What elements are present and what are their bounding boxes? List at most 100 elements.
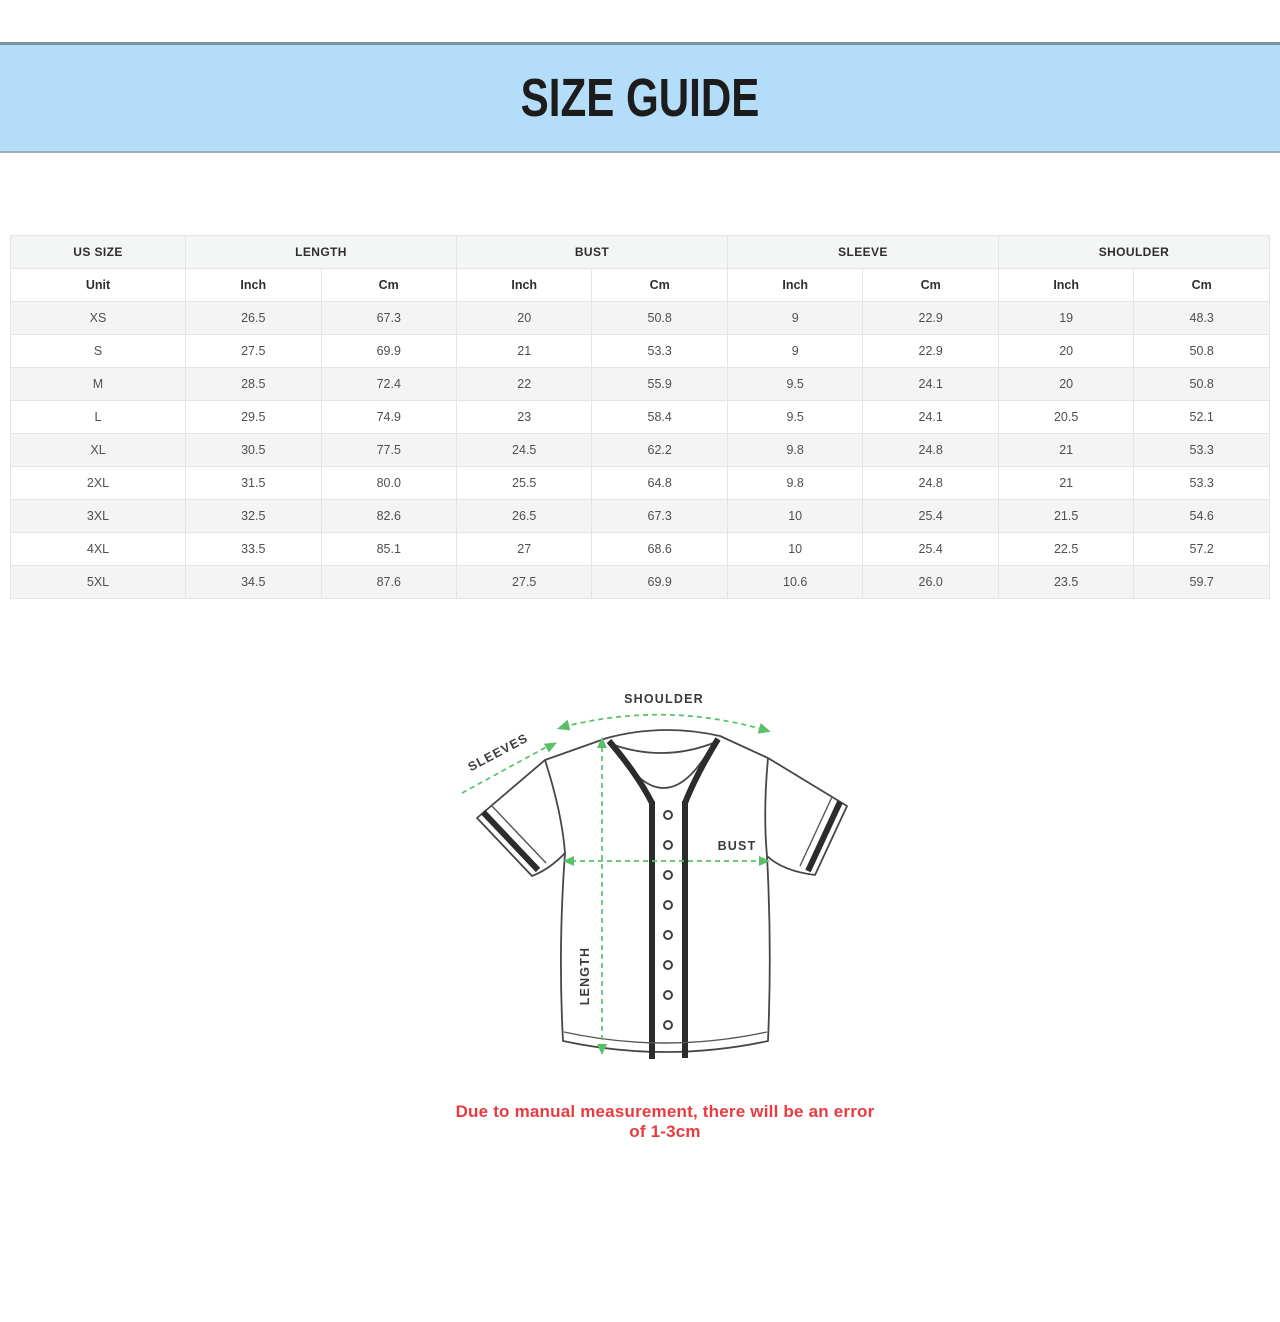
measurement-cell: 24.8 — [862, 466, 999, 500]
measurement-cell: 20 — [997, 367, 1135, 401]
measurement-cell: 9.5 — [726, 367, 864, 401]
length-arrow-bottom-icon — [597, 1044, 607, 1055]
column-group-header: US SIZE — [9, 235, 187, 269]
size-cell: XL — [9, 433, 187, 467]
measurement-cell: 20 — [997, 334, 1135, 368]
table-row: M 28.5 72.4 22 55.9 9.5 24.1 20 50.8 — [9, 367, 1270, 401]
measurement-cell: 21.5 — [997, 499, 1135, 533]
measurement-cell: 23 — [455, 400, 593, 434]
table-row: 4XL 33.5 85.1 27 68.6 10 25.4 22.5 57.2 — [9, 532, 1270, 566]
shoulder-arrow-right-icon — [757, 723, 771, 734]
jersey-outline — [476, 729, 848, 1053]
measurement-cell: 69.9 — [320, 334, 457, 368]
page-title: SIZE GUIDE — [520, 68, 760, 128]
measurement-cell: 21 — [997, 433, 1135, 467]
measurement-cell: 26.0 — [862, 565, 999, 599]
shoulder-measure-line — [562, 713, 766, 731]
right-armhole-seam — [764, 757, 769, 857]
jersey-diagram-svg: SHOULDER SLEEVES LENGTH BUST — [461, 692, 848, 1059]
measurement-cell: 82.6 — [320, 499, 457, 533]
table-unit-row: Unit Inch Cm Inch Cm Inch Cm Inch Cm — [9, 268, 1270, 302]
size-guide-banner: SIZE GUIDE — [0, 42, 1280, 153]
unit-header-cell: Cm — [320, 268, 457, 302]
measurement-cell: 24.1 — [862, 367, 999, 401]
measurement-cell: 22.5 — [997, 532, 1135, 566]
table-row: S 27.5 69.9 21 53.3 9 22.9 20 50.8 — [9, 334, 1270, 368]
measurement-cell: 24.8 — [862, 433, 999, 467]
measurement-cell: 23.5 — [997, 565, 1135, 599]
length-label: LENGTH — [578, 947, 592, 1006]
table-group-header-row: US SIZE LENGTH BUST SLEEVE SHOULDER — [9, 235, 1271, 269]
measurement-cell: 26.5 — [455, 499, 593, 533]
measurement-cell: 25.4 — [862, 499, 999, 533]
placket-buttons — [663, 810, 673, 1030]
size-cell: L — [9, 400, 187, 434]
measurement-cell: 22.9 — [862, 334, 999, 368]
measurement-cell: 50.8 — [1133, 367, 1270, 401]
measurement-cell: 28.5 — [185, 367, 322, 401]
unit-header-cell: Inch — [455, 268, 593, 302]
measurement-cell: 87.6 — [320, 565, 457, 599]
measurement-cell: 67.3 — [320, 301, 457, 335]
size-cell: XS — [9, 301, 187, 335]
table-row: 5XL 34.5 87.6 27.5 69.9 10.6 26.0 23.5 59.7 — [9, 565, 1270, 599]
measurement-cell: 25.4 — [862, 532, 999, 566]
size-cell: 4XL — [9, 532, 187, 566]
left-neck-piping — [606, 739, 655, 805]
measurement-cell: 55.9 — [591, 367, 728, 401]
measurement-cell: 72.4 — [320, 367, 457, 401]
left-cuff-inner-line — [490, 804, 547, 864]
measurement-cell: 27.5 — [185, 334, 322, 368]
bust-arrow-right-icon — [759, 856, 770, 866]
measurement-cell: 20.5 — [997, 400, 1135, 434]
column-group-header: LENGTH — [185, 235, 457, 269]
measurement-cell: 34.5 — [185, 565, 322, 599]
unit-header-cell: Inch — [185, 268, 322, 302]
measurement-cell: 10 — [726, 532, 864, 566]
measurement-cell: 85.1 — [320, 532, 457, 566]
measurement-cell: 9.8 — [726, 433, 864, 467]
unit-header-cell: Unit — [9, 268, 187, 302]
measurement-cell: 67.3 — [591, 499, 728, 533]
measurement-cell: 31.5 — [185, 466, 322, 500]
size-table-body: XS 26.5 67.3 20 50.8 9 22.9 19 48.3 S 27.5 69.9 21 53… — [9, 301, 1270, 599]
unit-header-cell: Cm — [1133, 268, 1270, 302]
column-group-header: SLEEVE — [726, 235, 999, 269]
measurement-cell: 77.5 — [320, 433, 457, 467]
unit-header-cell: Cm — [591, 268, 728, 302]
table-row: 3XL 32.5 82.6 26.5 67.3 10 25.4 21.5 54.6 — [9, 499, 1270, 533]
measurement-cell: 33.5 — [185, 532, 322, 566]
size-table-container: US SIZE LENGTH BUST SLEEVE SHOULDER Unit Inch C… — [9, 235, 1271, 599]
sleeves-label: SLEEVES — [466, 731, 531, 774]
measurement-cell: 9.8 — [726, 466, 864, 500]
measurement-cell: 27 — [455, 532, 593, 566]
unit-header-cell: Cm — [862, 268, 999, 302]
measurement-cell: 50.8 — [591, 301, 728, 335]
measurement-cell: 74.9 — [320, 400, 457, 434]
left-cuff-stripe — [480, 809, 541, 873]
measurement-cell: 57.2 — [1133, 532, 1270, 566]
column-group-header: SHOULDER — [997, 235, 1271, 269]
measurement-cell: 53.3 — [591, 334, 728, 368]
measurement-cell: 59.7 — [1133, 565, 1270, 599]
measurement-cell: 9 — [726, 301, 864, 335]
size-cell: 3XL — [9, 499, 187, 533]
right-cuff-stripe — [805, 800, 843, 873]
measurement-cell: 10.6 — [726, 565, 864, 599]
hem-inner-line — [563, 1031, 768, 1044]
table-row: XL 30.5 77.5 24.5 62.2 9.8 24.8 21 53.3 — [9, 433, 1270, 467]
measurement-cell: 32.5 — [185, 499, 322, 533]
right-neck-piping — [682, 737, 721, 805]
measurement-cell: 64.8 — [591, 466, 728, 500]
size-cell: M — [9, 367, 187, 401]
length-arrow-top-icon — [597, 737, 607, 748]
measurement-cell: 24.5 — [455, 433, 593, 467]
size-table: US SIZE LENGTH BUST SLEEVE SHOULDER Unit Inch C… — [9, 235, 1271, 599]
table-row: XS 26.5 67.3 20 50.8 9 22.9 19 48.3 — [9, 301, 1270, 335]
measurement-cell: 68.6 — [591, 532, 728, 566]
table-row: L 29.5 74.9 23 58.4 9.5 24.1 20.5 52.1 — [9, 400, 1270, 434]
measurement-cell: 62.2 — [591, 433, 728, 467]
measurement-cell: 48.3 — [1133, 301, 1270, 335]
bust-arrow-left-icon — [563, 856, 574, 866]
measurement-cell: 54.6 — [1133, 499, 1270, 533]
